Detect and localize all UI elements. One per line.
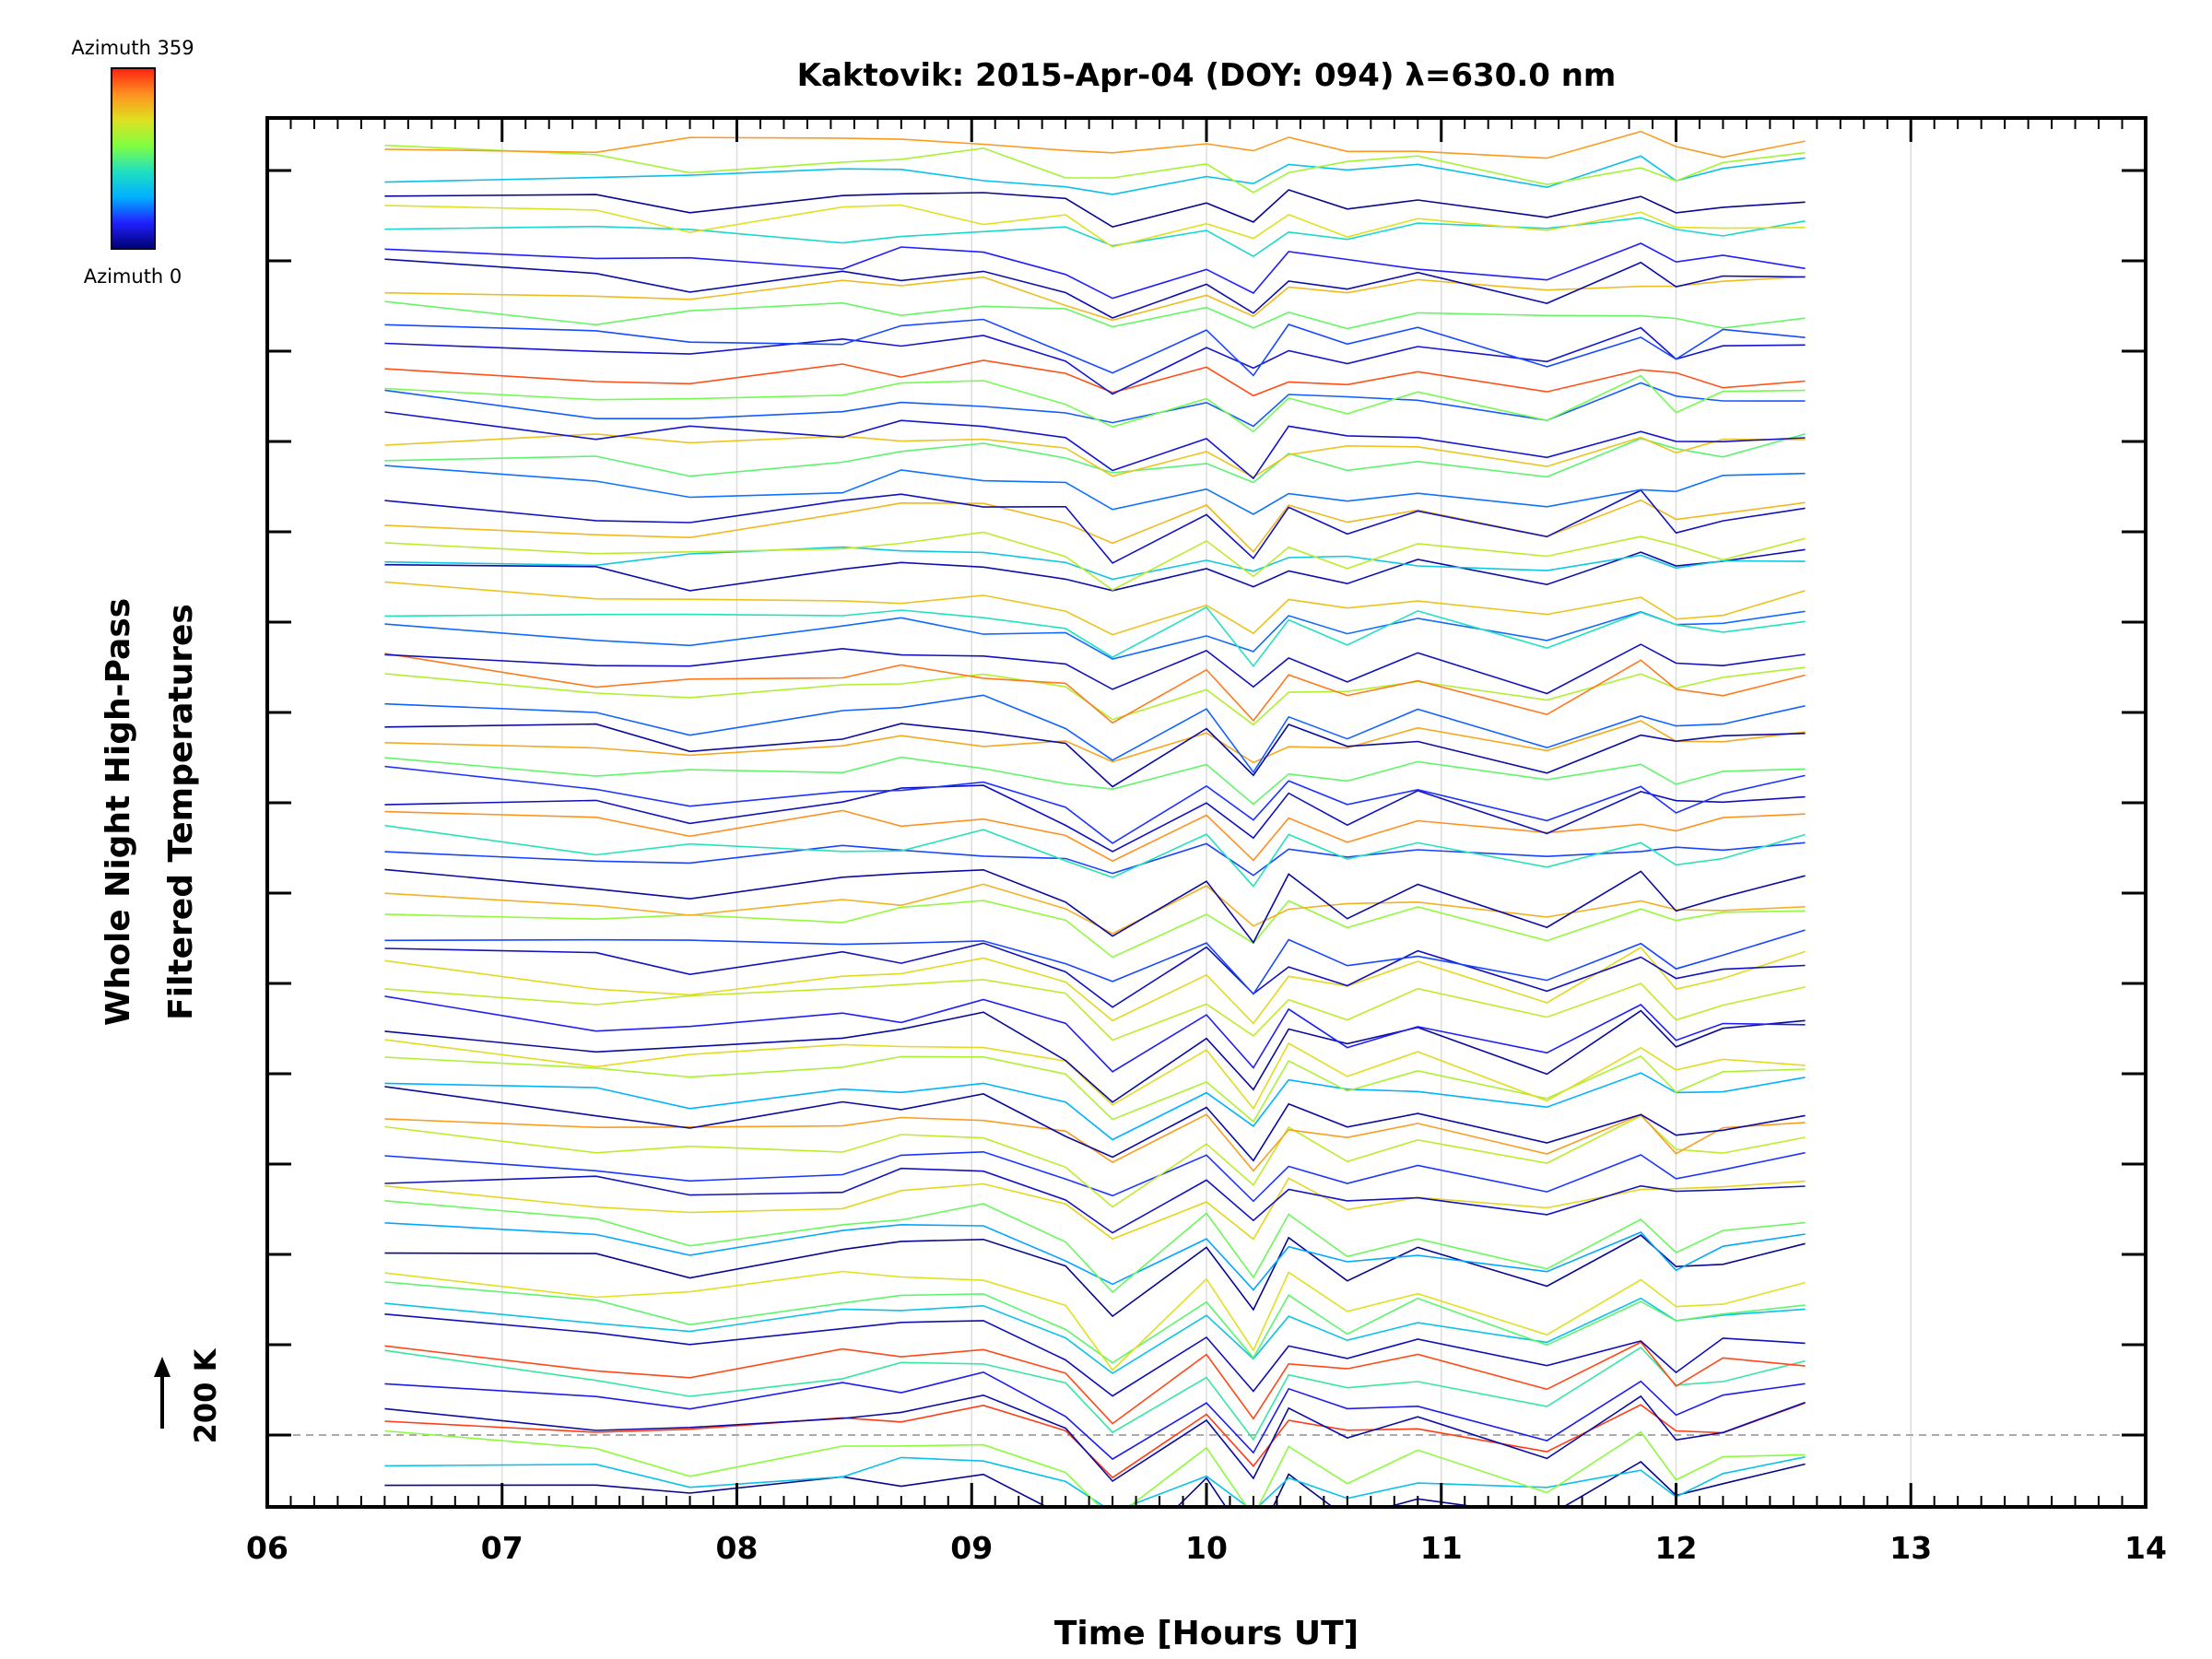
series-line bbox=[384, 653, 1806, 724]
series-line bbox=[384, 155, 1806, 195]
series-line bbox=[384, 1113, 1806, 1172]
x-tick-label: 06 bbox=[246, 1530, 288, 1566]
series-line bbox=[384, 1341, 1806, 1425]
temperature-scale-bar: 200 K bbox=[154, 1347, 223, 1443]
series-line bbox=[384, 1054, 1806, 1124]
axis-ticks bbox=[265, 118, 2147, 1507]
series-group bbox=[384, 130, 1806, 1507]
series-line bbox=[384, 1009, 1806, 1103]
series-line bbox=[384, 326, 1806, 395]
series-line bbox=[384, 548, 1806, 592]
series-line bbox=[384, 720, 1806, 764]
series-line bbox=[384, 217, 1806, 258]
series-line bbox=[384, 1177, 1806, 1241]
series-line bbox=[384, 1461, 1806, 1507]
series-line bbox=[384, 242, 1806, 300]
x-tick-label: 09 bbox=[950, 1530, 993, 1566]
series-line bbox=[384, 1371, 1806, 1461]
series-line bbox=[384, 666, 1806, 726]
series-line bbox=[384, 382, 1806, 428]
series-line bbox=[384, 130, 1806, 159]
series-line bbox=[384, 809, 1806, 863]
series-line bbox=[384, 488, 1806, 564]
series-line bbox=[384, 1430, 1806, 1507]
series-line bbox=[384, 1456, 1806, 1507]
series-line bbox=[384, 189, 1806, 229]
scale-bar-label: 200 K bbox=[188, 1347, 223, 1443]
series-line bbox=[384, 546, 1806, 581]
series-line bbox=[384, 1200, 1806, 1294]
series-line bbox=[384, 318, 1806, 377]
series-line bbox=[384, 1167, 1806, 1234]
series-line bbox=[384, 433, 1806, 478]
series-line bbox=[384, 1346, 1806, 1441]
series-line bbox=[384, 1222, 1806, 1291]
x-tick-label: 10 bbox=[1185, 1530, 1228, 1566]
series-line bbox=[384, 946, 1806, 1025]
series-line bbox=[384, 374, 1806, 433]
series-line bbox=[384, 824, 1806, 888]
x-tick-label: 14 bbox=[2124, 1530, 2167, 1566]
colorbar-top-label: Azimuth 359 bbox=[71, 37, 194, 59]
scale-bar-arrow-icon bbox=[154, 1357, 171, 1377]
series-line bbox=[384, 1086, 1806, 1162]
series-line bbox=[384, 900, 1806, 959]
series-line bbox=[384, 276, 1806, 322]
series-line bbox=[384, 756, 1806, 806]
chart-title: Kaktovik: 2015-Apr-04 (DOY: 094) λ=630.0… bbox=[797, 57, 1617, 94]
series-line bbox=[384, 359, 1806, 397]
series-line bbox=[384, 1394, 1806, 1483]
colorbar-gradient bbox=[111, 67, 156, 250]
colorbar-legend: Azimuth 359 Azimuth 0 bbox=[71, 37, 194, 288]
series-line bbox=[384, 499, 1806, 553]
series-line bbox=[384, 411, 1806, 480]
y-axis-label-line2: Filtered Temperatures bbox=[162, 604, 200, 1020]
series-line bbox=[384, 694, 1806, 774]
series-line bbox=[384, 1281, 1806, 1364]
series-line bbox=[384, 765, 1806, 844]
series-line bbox=[384, 1297, 1806, 1374]
series-line bbox=[384, 1234, 1806, 1318]
gridlines bbox=[501, 118, 1912, 1507]
series-line bbox=[384, 784, 1806, 853]
series-line bbox=[384, 979, 1806, 1041]
series-line bbox=[384, 883, 1806, 935]
series-line bbox=[384, 531, 1806, 592]
series-line bbox=[384, 1313, 1806, 1397]
x-tick-label: 12 bbox=[1655, 1530, 1698, 1566]
series-line bbox=[384, 868, 1806, 945]
series-line bbox=[384, 144, 1806, 194]
x-tick-label: 11 bbox=[1420, 1530, 1463, 1566]
series-line bbox=[384, 465, 1806, 515]
series-line bbox=[384, 1150, 1806, 1203]
x-tick-label: 13 bbox=[1889, 1530, 1932, 1566]
series-line bbox=[384, 300, 1806, 330]
series-line bbox=[384, 995, 1806, 1073]
series-line bbox=[384, 581, 1806, 636]
series-line bbox=[384, 1039, 1806, 1111]
series-line bbox=[384, 643, 1806, 695]
colorbar-bottom-label: Azimuth 0 bbox=[84, 265, 182, 288]
series-line bbox=[384, 1270, 1806, 1371]
series-line bbox=[384, 606, 1806, 667]
series-line bbox=[384, 723, 1806, 788]
x-tick-labels: 06 07 08 09 10 11 12 13 14 bbox=[246, 1530, 2167, 1566]
series-line bbox=[384, 1072, 1806, 1141]
series-line bbox=[384, 610, 1806, 660]
series-line bbox=[384, 204, 1806, 248]
series-line bbox=[384, 258, 1806, 319]
series-line bbox=[384, 942, 1806, 1008]
y-axis-label-line1: Whole Night High-Pass bbox=[100, 598, 137, 1026]
x-axis-label: Time [Hours UT] bbox=[1054, 1615, 1359, 1653]
x-tick-label: 08 bbox=[716, 1530, 759, 1566]
x-tick-label: 07 bbox=[481, 1530, 524, 1566]
series-line bbox=[384, 929, 1806, 995]
